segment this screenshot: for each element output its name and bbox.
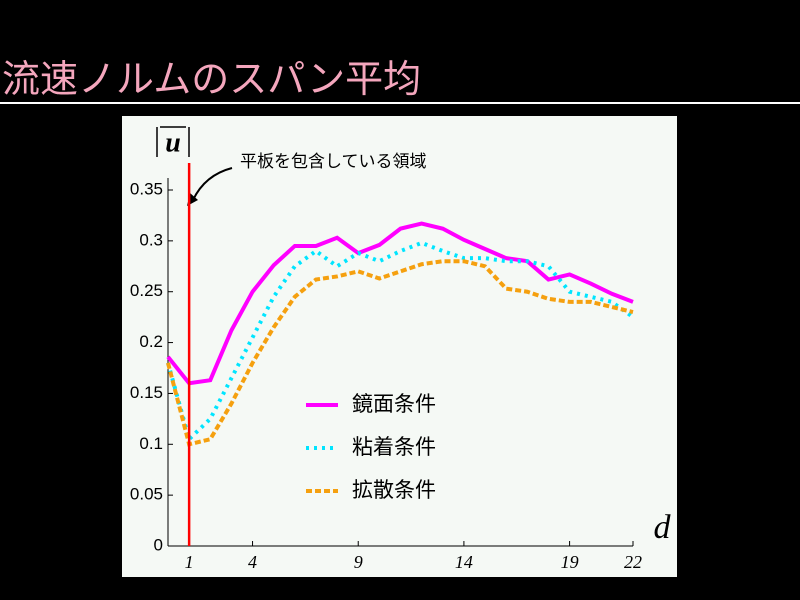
- series-line: [166, 259, 634, 447]
- legend-label: 拡散条件: [352, 478, 436, 502]
- annotation-arrow: [192, 167, 233, 201]
- y-tick-label: 0.2: [139, 332, 163, 351]
- legend-label: 粘着条件: [352, 435, 436, 459]
- y-tick-label: 0.1: [139, 434, 163, 453]
- title-rule: [0, 102, 800, 104]
- annotation: 平板を包含している領域: [240, 152, 427, 172]
- y-tick-label: 0.35: [130, 179, 163, 198]
- y-tick-label: 0.15: [130, 383, 163, 402]
- x-tick-label: 22: [624, 552, 642, 572]
- x-tick-label: 4: [248, 552, 257, 572]
- slide-title: 流速ノルムのスパン平均: [2, 57, 422, 101]
- series-line: [166, 221, 634, 386]
- y-label: u: [165, 127, 181, 158]
- y-axis-label: u: [156, 126, 190, 158]
- y-tick-label: 0.3: [139, 230, 163, 249]
- x-tick-label: 14: [455, 552, 473, 572]
- legend-label: 鏡面条件: [352, 392, 436, 416]
- y-tick-label: 0.25: [130, 281, 163, 300]
- y-tick-label: 0: [154, 535, 163, 554]
- x-tick-label: 1: [185, 552, 194, 572]
- y-tick-label: 0.05: [130, 485, 163, 504]
- x-tick-label: 9: [354, 552, 363, 572]
- series-line: [166, 240, 635, 443]
- chart-panel: [122, 116, 677, 577]
- x-label: d: [654, 509, 672, 546]
- x-tick-label: 19: [561, 552, 579, 572]
